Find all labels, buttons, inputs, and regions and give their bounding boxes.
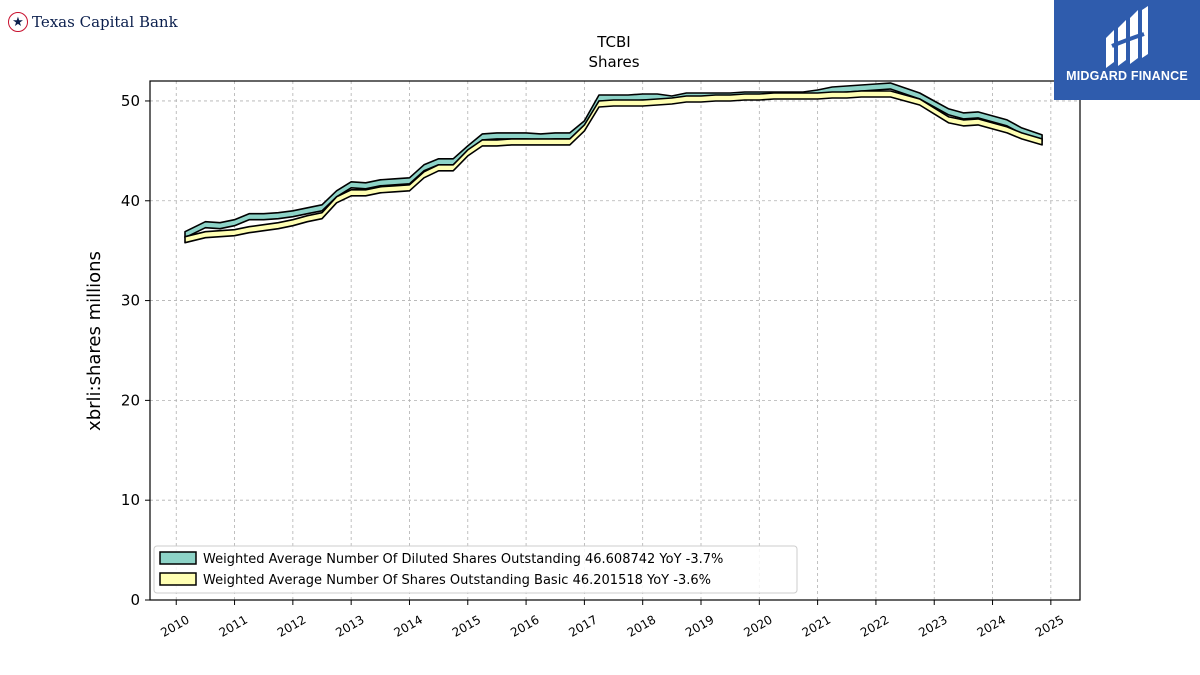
x-tick-label: 2018 xyxy=(625,612,658,639)
y-tick-label: 50 xyxy=(121,92,140,110)
midgard-finance-logo: MIDGARD FINANCE xyxy=(1054,0,1200,100)
x-tick-label: 2024 xyxy=(975,612,1008,639)
x-tick-label: 2023 xyxy=(916,612,949,639)
legend-swatch-basic xyxy=(159,572,197,586)
midgard-mark-icon xyxy=(1106,6,1148,68)
chart-subtitle: Shares xyxy=(588,53,639,71)
texas-capital-bank-logo: ★ Texas Capital Bank xyxy=(8,12,178,32)
x-tick-label: 2011 xyxy=(217,612,250,639)
x-tick-label: 2015 xyxy=(450,612,483,639)
y-tick-label: 40 xyxy=(121,192,140,210)
y-tick-label: 30 xyxy=(121,292,140,310)
y-tick-label: 10 xyxy=(121,491,140,509)
bank-name: Texas Capital Bank xyxy=(32,13,178,31)
x-tick-label: 2020 xyxy=(741,612,774,639)
x-tick-label: 2017 xyxy=(566,612,599,639)
legend-label-diluted: Weighted Average Number Of Diluted Share… xyxy=(203,552,723,567)
x-tick-label: 2022 xyxy=(858,612,891,639)
x-tick-label: 2016 xyxy=(508,612,541,639)
logo-text: MIDGARD FINANCE xyxy=(1066,69,1188,83)
x-tick-label: 2025 xyxy=(1033,612,1066,639)
legend-label-basic: Weighted Average Number Of Shares Outsta… xyxy=(203,573,711,588)
x-tick-label: 2010 xyxy=(158,612,191,639)
y-tick-label: 0 xyxy=(130,591,140,609)
y-axis-ticks: 0 10 20 30 40 50 xyxy=(121,92,150,609)
legend-box xyxy=(153,545,798,594)
x-tick-label: 2012 xyxy=(275,612,308,639)
star-icon: ★ xyxy=(8,12,28,32)
x-tick-label: 2019 xyxy=(683,612,716,639)
y-tick-label: 20 xyxy=(121,391,140,409)
plot-frame xyxy=(149,80,1081,601)
x-axis-ticks: 2010 2011 2012 2013 2014 2015 2016 2017 2018 2019… xyxy=(158,600,1066,640)
series-areas xyxy=(184,82,1043,244)
chart-title: TCBI xyxy=(596,33,630,51)
x-tick-label: 2014 xyxy=(392,612,425,639)
y-axis-label: xbrli:shares millions xyxy=(84,251,105,431)
legend: Weighted Average Number Of Diluted Share… xyxy=(153,545,798,594)
series-band-1 xyxy=(184,90,1043,244)
x-tick-label: 2013 xyxy=(333,612,366,639)
legend-swatch-diluted xyxy=(159,551,197,565)
grid-lines xyxy=(150,81,1080,601)
x-tick-label: 2021 xyxy=(800,612,833,639)
